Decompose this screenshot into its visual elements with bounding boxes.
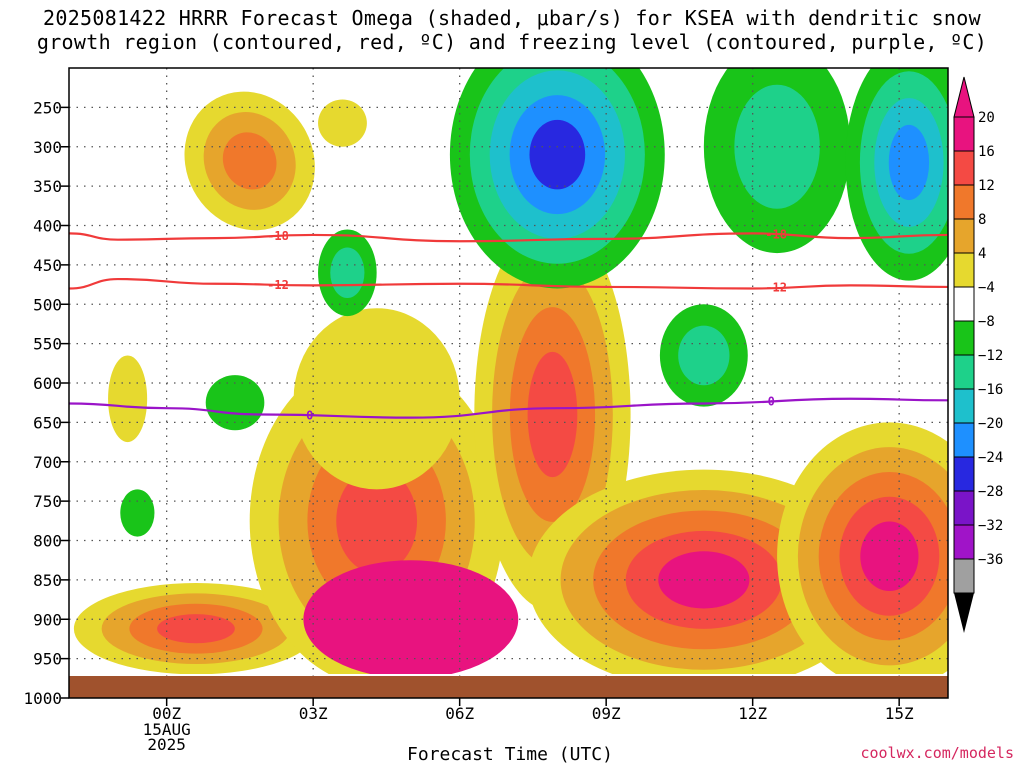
colorbar-swatch: [953, 116, 975, 152]
contour-label-0: 0: [306, 408, 313, 422]
colorbar-swatch: [953, 320, 975, 356]
y-tick-label: 750: [33, 492, 62, 511]
colorbar-swatch: [953, 490, 975, 526]
x-tick-label: 03Z: [299, 704, 328, 723]
omega-sink-low-2c-4: [293, 308, 460, 490]
omega-sink-low-2-16: [336, 468, 418, 574]
colorbar-label: −4: [978, 280, 995, 296]
y-tick-label: 800: [33, 532, 62, 551]
chart-title: 2025081422 HRRR Forecast Omega (shaded, …: [36, 6, 988, 54]
y-tick-label: 700: [33, 453, 62, 472]
contour--12: [69, 277, 948, 290]
colorbar-label: −36: [978, 552, 1003, 568]
colorbar-label: −20: [978, 416, 1003, 432]
y-axis: 250 300 350 400 450 500 550 600 650 700 750 800 850 9…: [23, 98, 69, 708]
colorbar-swatch: [953, 218, 975, 254]
x-tick-label: 06Z: [445, 704, 474, 723]
omega-rise-2--8: [734, 84, 820, 209]
x-tick-label: 00Z: [152, 704, 181, 723]
omega-sink-low-5-20: [860, 521, 919, 591]
x-tick-sublabel: 15AUG: [143, 720, 191, 739]
colorbar-swatch: [953, 388, 975, 424]
contour-label--12: -12: [267, 278, 289, 292]
colorbar-label: −32: [978, 518, 1003, 534]
y-tick-label: 650: [33, 413, 62, 432]
x-tick-sublabel: 2025: [147, 735, 186, 754]
colorbar-label: 16: [978, 144, 995, 160]
x-tick-label: 15Z: [885, 704, 914, 723]
omega-sink-low-1-16: [157, 614, 235, 644]
y-tick-label: 400: [33, 217, 62, 236]
omega-rise-1--20: [529, 119, 586, 190]
y-tick-label: 1000: [23, 689, 62, 708]
colorbar-label: 8: [978, 212, 986, 228]
y-tick-label: 300: [33, 138, 62, 157]
omega-rise-5--8: [678, 325, 730, 386]
colorbar-swatch: [953, 252, 975, 288]
omega-rise-3--16: [888, 124, 930, 201]
omega-sink-low-2b-20: [303, 560, 519, 674]
colorbar-label: −16: [978, 382, 1003, 398]
contour-label--18: -18: [267, 229, 289, 243]
colorbar-label: 20: [978, 110, 995, 126]
contour-0: [69, 397, 948, 419]
ground-bar: [69, 676, 948, 698]
y-tick-label: 550: [33, 335, 62, 354]
omega-sink-low-3-16: [527, 351, 578, 478]
contour--18: [69, 232, 948, 243]
y-tick-label: 950: [33, 650, 62, 669]
omega-rise-4--8: [330, 247, 365, 299]
colorbar-label: −8: [978, 314, 995, 330]
colorbar-label: −12: [978, 348, 1003, 364]
omega-shading: [73, 68, 948, 674]
omega-sink-low-4-20: [658, 551, 750, 609]
colorbar-top-arrow: [953, 76, 975, 118]
colorbar-swatch: [953, 354, 975, 390]
site-credit: coolwx.com/models: [860, 744, 1014, 762]
y-tick-label: 900: [33, 610, 62, 629]
y-tick-label: 450: [33, 256, 62, 275]
colorbar-swatch: [953, 422, 975, 458]
y-tick-label: 600: [33, 374, 62, 393]
colorbar-swatch: [953, 524, 975, 560]
omega-rise-7--4: [120, 489, 155, 537]
x-axis-label: Forecast Time (UTC): [407, 744, 613, 765]
colorbar-swatch: [953, 286, 975, 322]
omega-sink-upper-a-12: [222, 132, 277, 190]
colorbar-swatch: [953, 184, 975, 220]
y-tick-label: 500: [33, 295, 62, 314]
omega-rise-6--4: [205, 375, 265, 431]
y-tick-label: 850: [33, 571, 62, 590]
temperature-contours: -18 -18 -12 -12 0 0: [69, 228, 948, 422]
contour-label-0: 0: [768, 394, 775, 408]
contour-label--18: -18: [765, 228, 787, 242]
y-tick-label: 350: [33, 177, 62, 196]
contour-label--12: -12: [765, 281, 787, 295]
colorbar-legend: 20 16 12 8 4 −4 −8 −12 −16 −20 −24 −28 −32 −36: [953, 76, 1003, 633]
colorbar-label: 12: [978, 178, 995, 194]
y-tick-label: 250: [33, 98, 62, 117]
x-tick-label: 09Z: [592, 704, 621, 723]
colorbar-label: −24: [978, 450, 1003, 466]
x-tick-label: 12Z: [738, 704, 767, 723]
colorbar-swatch: [953, 150, 975, 186]
colorbar-label: 4: [978, 246, 986, 262]
colorbar-label: −28: [978, 484, 1003, 500]
colorbar-swatch: [953, 558, 975, 594]
colorbar-bottom-arrow: [954, 593, 974, 633]
omega-sink-upper-b-4: [318, 99, 367, 147]
omega-sink-small-4: [108, 355, 148, 443]
colorbar-swatch: [953, 456, 975, 492]
